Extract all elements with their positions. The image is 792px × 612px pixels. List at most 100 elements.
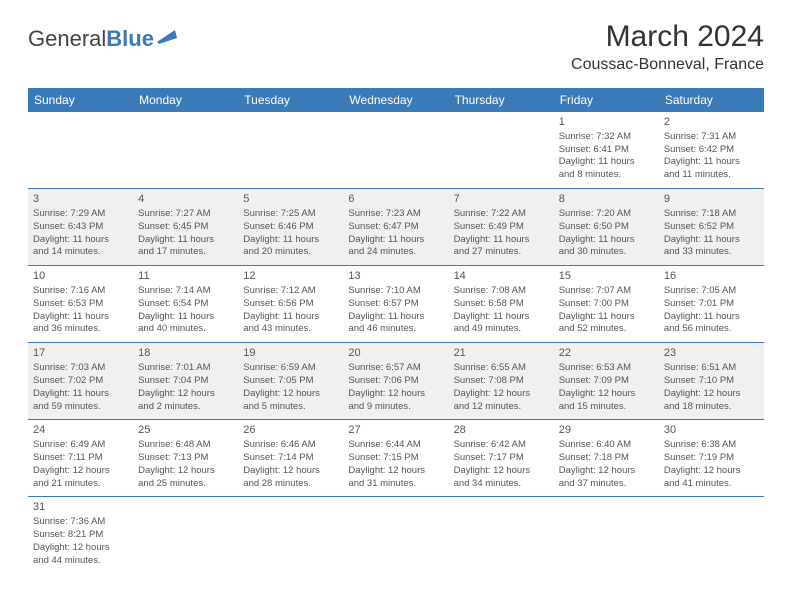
day-number: 13 — [348, 269, 443, 284]
cell-daylight2: and 17 minutes. — [138, 246, 233, 259]
cell-sunset: Sunset: 6:50 PM — [559, 221, 654, 234]
cell-daylight1: Daylight: 11 hours — [348, 311, 443, 324]
month-title: March 2024 — [571, 20, 764, 54]
cell-daylight1: Daylight: 11 hours — [33, 234, 128, 247]
cell-daylight2: and 34 minutes. — [454, 478, 549, 491]
cell-daylight1: Daylight: 11 hours — [559, 311, 654, 324]
calendar-cell: 29Sunrise: 6:40 AMSunset: 7:18 PMDayligh… — [554, 420, 659, 496]
cell-sunset: Sunset: 6:52 PM — [664, 221, 759, 234]
day-number: 26 — [243, 423, 338, 438]
calendar-row: 24Sunrise: 6:49 AMSunset: 7:11 PMDayligh… — [28, 420, 764, 497]
cell-sunset: Sunset: 7:02 PM — [33, 375, 128, 388]
calendar-cell — [28, 112, 133, 188]
calendar-cell — [238, 497, 343, 573]
day-number: 15 — [559, 269, 654, 284]
cell-sunrise: Sunrise: 7:31 AM — [664, 131, 759, 144]
day-number: 31 — [33, 500, 128, 515]
cell-sunrise: Sunrise: 7:10 AM — [348, 285, 443, 298]
day-number: 9 — [664, 192, 759, 207]
cell-daylight2: and 59 minutes. — [33, 401, 128, 414]
cell-sunset: Sunset: 6:46 PM — [243, 221, 338, 234]
cell-daylight1: Daylight: 12 hours — [454, 388, 549, 401]
cell-daylight1: Daylight: 12 hours — [138, 465, 233, 478]
cell-daylight1: Daylight: 11 hours — [454, 234, 549, 247]
cell-daylight1: Daylight: 11 hours — [33, 311, 128, 324]
cell-sunrise: Sunrise: 7:22 AM — [454, 208, 549, 221]
calendar-cell: 5Sunrise: 7:25 AMSunset: 6:46 PMDaylight… — [238, 189, 343, 265]
cell-sunrise: Sunrise: 6:51 AM — [664, 362, 759, 375]
calendar-cell: 31Sunrise: 7:36 AMSunset: 8:21 PMDayligh… — [28, 497, 133, 573]
calendar-cell: 10Sunrise: 7:16 AMSunset: 6:53 PMDayligh… — [28, 266, 133, 342]
logo: GeneralBlue — [28, 20, 179, 52]
cell-sunrise: Sunrise: 6:46 AM — [243, 439, 338, 452]
cell-daylight2: and 2 minutes. — [138, 401, 233, 414]
cell-sunrise: Sunrise: 7:14 AM — [138, 285, 233, 298]
cell-sunset: Sunset: 7:06 PM — [348, 375, 443, 388]
cell-sunset: Sunset: 7:14 PM — [243, 452, 338, 465]
dow-wednesday: Wednesday — [343, 88, 448, 112]
calendar-cell: 26Sunrise: 6:46 AMSunset: 7:14 PMDayligh… — [238, 420, 343, 496]
cell-daylight2: and 37 minutes. — [559, 478, 654, 491]
day-number: 8 — [559, 192, 654, 207]
cell-sunrise: Sunrise: 7:03 AM — [33, 362, 128, 375]
day-number: 27 — [348, 423, 443, 438]
cell-sunset: Sunset: 6:42 PM — [664, 144, 759, 157]
day-number: 4 — [138, 192, 233, 207]
cell-daylight2: and 28 minutes. — [243, 478, 338, 491]
calendar-cell — [238, 112, 343, 188]
dow-thursday: Thursday — [449, 88, 554, 112]
cell-sunset: Sunset: 6:45 PM — [138, 221, 233, 234]
cell-sunrise: Sunrise: 6:55 AM — [454, 362, 549, 375]
calendar-cell: 9Sunrise: 7:18 AMSunset: 6:52 PMDaylight… — [659, 189, 764, 265]
cell-daylight1: Daylight: 11 hours — [559, 156, 654, 169]
cell-daylight2: and 15 minutes. — [559, 401, 654, 414]
cell-sunrise: Sunrise: 6:49 AM — [33, 439, 128, 452]
cell-sunset: Sunset: 6:57 PM — [348, 298, 443, 311]
calendar-cell: 28Sunrise: 6:42 AMSunset: 7:17 PMDayligh… — [449, 420, 554, 496]
day-number: 22 — [559, 346, 654, 361]
cell-daylight1: Daylight: 11 hours — [559, 234, 654, 247]
cell-daylight1: Daylight: 11 hours — [664, 234, 759, 247]
calendar-row: 3Sunrise: 7:29 AMSunset: 6:43 PMDaylight… — [28, 189, 764, 266]
day-number: 7 — [454, 192, 549, 207]
cell-daylight1: Daylight: 11 hours — [664, 311, 759, 324]
cell-sunset: Sunset: 6:49 PM — [454, 221, 549, 234]
calendar-cell — [133, 112, 238, 188]
cell-sunrise: Sunrise: 6:59 AM — [243, 362, 338, 375]
calendar-cell: 30Sunrise: 6:38 AMSunset: 7:19 PMDayligh… — [659, 420, 764, 496]
cell-daylight2: and 44 minutes. — [33, 555, 128, 568]
cell-daylight2: and 52 minutes. — [559, 323, 654, 336]
day-number: 11 — [138, 269, 233, 284]
cell-sunset: Sunset: 7:19 PM — [664, 452, 759, 465]
calendar-cell — [659, 497, 764, 573]
header: GeneralBlue March 2024 Coussac-Bonneval,… — [28, 20, 764, 74]
cell-daylight1: Daylight: 11 hours — [33, 388, 128, 401]
logo-text-2: Blue — [106, 26, 154, 52]
cell-daylight1: Daylight: 11 hours — [243, 311, 338, 324]
cell-daylight2: and 49 minutes. — [454, 323, 549, 336]
cell-daylight2: and 12 minutes. — [454, 401, 549, 414]
cell-sunset: Sunset: 8:21 PM — [33, 529, 128, 542]
cell-sunset: Sunset: 6:47 PM — [348, 221, 443, 234]
cell-sunrise: Sunrise: 6:48 AM — [138, 439, 233, 452]
cell-sunrise: Sunrise: 7:36 AM — [33, 516, 128, 529]
calendar-cell — [343, 112, 448, 188]
cell-sunset: Sunset: 7:09 PM — [559, 375, 654, 388]
dow-sunday: Sunday — [28, 88, 133, 112]
calendar-row: 17Sunrise: 7:03 AMSunset: 7:02 PMDayligh… — [28, 343, 764, 420]
calendar-row: 10Sunrise: 7:16 AMSunset: 6:53 PMDayligh… — [28, 266, 764, 343]
cell-daylight2: and 33 minutes. — [664, 246, 759, 259]
cell-sunrise: Sunrise: 6:53 AM — [559, 362, 654, 375]
cell-sunset: Sunset: 7:13 PM — [138, 452, 233, 465]
cell-daylight2: and 8 minutes. — [559, 169, 654, 182]
calendar-cell: 25Sunrise: 6:48 AMSunset: 7:13 PMDayligh… — [133, 420, 238, 496]
day-number: 20 — [348, 346, 443, 361]
cell-daylight1: Daylight: 12 hours — [559, 465, 654, 478]
day-number: 18 — [138, 346, 233, 361]
cell-daylight1: Daylight: 11 hours — [138, 234, 233, 247]
day-number: 30 — [664, 423, 759, 438]
dow-saturday: Saturday — [659, 88, 764, 112]
cell-sunset: Sunset: 7:01 PM — [664, 298, 759, 311]
cell-sunrise: Sunrise: 7:12 AM — [243, 285, 338, 298]
calendar-body: 1Sunrise: 7:32 AMSunset: 6:41 PMDaylight… — [28, 112, 764, 574]
